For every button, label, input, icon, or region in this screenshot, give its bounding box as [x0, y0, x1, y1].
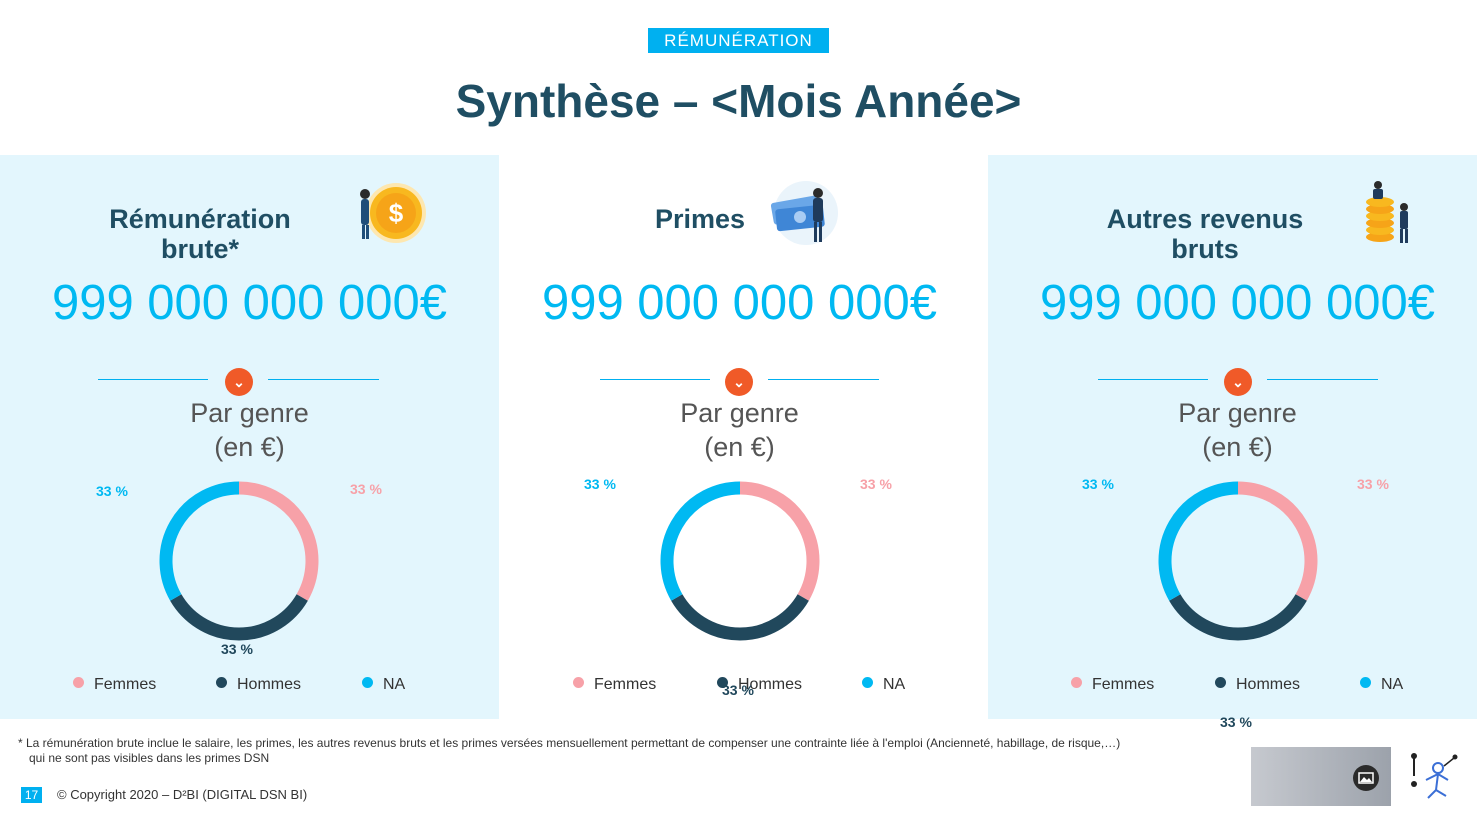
legend-femmes: Femmes [1071, 676, 1154, 694]
page-title: Synthèse – <Mois Année> [455, 75, 1022, 127]
donut-segment-femmes [238, 481, 319, 601]
donut-segment-femmes [739, 481, 820, 601]
pct-label-na: 33 % [96, 483, 128, 499]
image-icon[interactable] [1353, 765, 1379, 791]
panel-title: Autres revenus bruts [1078, 204, 1332, 264]
d2bi-logo [1411, 753, 1458, 799]
legend-label: Hommes [1236, 676, 1301, 693]
panel-subtitle: Par genre (en €) [490, 396, 989, 464]
legend-label: Hommes [237, 676, 302, 693]
legend-label: NA [383, 676, 406, 693]
divider-left [98, 379, 208, 380]
panel-remuneration-brute: Rémunération brute* $ 999 000 000 000€ ⌄… [0, 155, 499, 719]
pct-label-femmes: 33 % [860, 476, 892, 492]
pct-label-femmes: 33 % [1357, 476, 1389, 492]
legend-label: Femmes [594, 676, 657, 693]
footnote: * La rémunération brute inclue le salair… [18, 736, 1120, 766]
panel-value: 999 000 000 000€ [1039, 276, 1436, 330]
donut-segment-na [660, 481, 741, 601]
pct-label-hommes: 33 % [722, 682, 754, 698]
pct-label-hommes-3: 33 % [1220, 714, 1252, 730]
legend-label: Femmes [94, 676, 157, 693]
donut-chart [1158, 481, 1318, 641]
page-number: 17 [21, 787, 42, 803]
panel-primes: Primes 999 000 000 000€ ⌄ Par genre (en … [490, 155, 989, 719]
panel-title-line1: Autres revenus [1106, 204, 1304, 234]
subtitle-line2: (en €) [1202, 432, 1273, 462]
panel-autres-revenus: Autres revenus bruts 999 000 000 000€ ⌄ … [988, 155, 1477, 719]
legend-dot [73, 677, 84, 689]
divider-right [268, 379, 379, 380]
legend-hommes: Hommes [216, 676, 301, 694]
donut-chart [159, 481, 319, 641]
legend-dot [862, 677, 873, 689]
panel-title-line2: bruts [1171, 234, 1239, 264]
subtitle-line1: Par genre [680, 398, 799, 428]
chevron-down-icon: ⌄ [1224, 368, 1252, 396]
divider-right [768, 379, 879, 380]
legend-hommes: Hommes [717, 676, 802, 694]
image-placeholder[interactable] [1251, 747, 1391, 806]
footnote-line1: * La rémunération brute inclue le salair… [18, 736, 1121, 750]
coin-stack-illustration [1366, 181, 1408, 243]
donut-segment-hommes [1169, 594, 1307, 641]
panel-subtitle: Par genre (en €) [988, 396, 1477, 464]
banknotes-illustration [770, 181, 838, 245]
legend-na: NA [1360, 676, 1403, 694]
copyright: © Copyright 2020 – D²BI (DIGITAL DSN BI) [57, 787, 308, 802]
donut-segment-femmes [1237, 481, 1318, 601]
pct-label-na: 33 % [584, 476, 616, 492]
divider-left [1098, 379, 1208, 380]
legend-dot [573, 677, 584, 689]
pct-label-na: 33 % [1082, 476, 1114, 492]
donut-chart [660, 481, 820, 641]
svg-text:$: $ [389, 198, 404, 228]
subtitle-line2: (en €) [214, 432, 285, 462]
legend-dot [1360, 677, 1371, 689]
divider-right [1267, 379, 1378, 380]
panel-value: 999 000 000 000€ [541, 276, 938, 330]
legend-label: Femmes [1092, 676, 1155, 693]
donut-segment-hommes [170, 594, 308, 641]
legend-dot [216, 677, 227, 689]
donut-segment-na [1158, 481, 1239, 601]
donut-segment-na [159, 481, 240, 601]
divider-left [600, 379, 710, 380]
legend-label: Hommes [738, 676, 803, 693]
legend-na: NA [862, 676, 905, 694]
legend-dot [1071, 677, 1082, 689]
subtitle-line1: Par genre [190, 398, 309, 428]
subtitle-line1: Par genre [1178, 398, 1297, 428]
legend-hommes: Hommes [1215, 676, 1300, 694]
panel-subtitle: Par genre (en €) [0, 396, 499, 464]
subtitle-line2: (en €) [704, 432, 775, 462]
legend-femmes: Femmes [73, 676, 156, 694]
legend-na: NA [362, 676, 405, 694]
panel-title-line1: Rémunération [109, 204, 291, 234]
panel-title: Rémunération brute* [80, 204, 320, 264]
pct-label-femmes: 33 % [350, 481, 382, 497]
donut-segment-hommes [671, 594, 809, 641]
footnote-line2: qui ne sont pas visibles dans les primes… [29, 751, 270, 765]
legend-femmes: Femmes [573, 676, 656, 694]
legend-dot [362, 677, 373, 689]
legend-dot [717, 677, 728, 689]
panel-value: 999 000 000 000€ [51, 276, 448, 330]
legend-label: NA [1381, 676, 1404, 693]
panel-title: Primes [610, 204, 790, 234]
section-tag: RÉMUNÉRATION [648, 28, 829, 53]
panel-title-line2: brute* [160, 234, 239, 264]
pct-label-hommes: 33 % [221, 641, 253, 657]
chevron-down-icon: ⌄ [725, 368, 753, 396]
money-coin-illustration: $ [360, 183, 426, 243]
chevron-down-icon: ⌄ [225, 368, 253, 396]
legend-dot [1215, 677, 1226, 689]
legend-label: NA [883, 676, 906, 693]
panel-title-line1: Primes [654, 204, 746, 234]
